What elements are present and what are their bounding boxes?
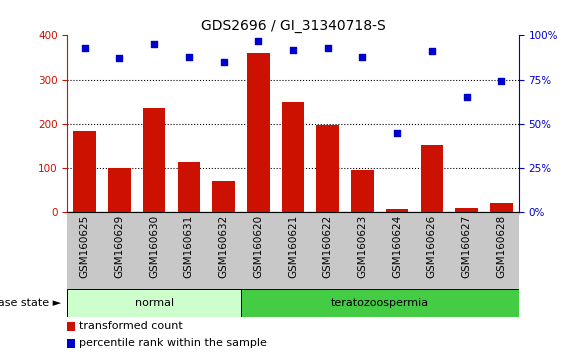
Point xyxy=(184,54,193,59)
Text: normal: normal xyxy=(135,298,173,308)
Bar xyxy=(212,181,235,212)
Point xyxy=(288,47,298,52)
Point xyxy=(80,45,90,51)
Bar xyxy=(241,212,275,214)
Bar xyxy=(282,102,304,212)
Bar xyxy=(351,170,374,212)
Text: percentile rank within the sample: percentile rank within the sample xyxy=(79,338,267,348)
Point xyxy=(462,95,471,100)
Bar xyxy=(275,212,311,214)
Bar xyxy=(414,212,449,214)
Point xyxy=(427,48,437,54)
Bar xyxy=(172,212,206,214)
Title: GDS2696 / GI_31340718-S: GDS2696 / GI_31340718-S xyxy=(200,19,386,33)
Bar xyxy=(380,212,414,214)
Point xyxy=(219,59,229,65)
Bar xyxy=(449,212,484,214)
Bar xyxy=(67,212,102,214)
Point xyxy=(393,130,402,136)
Bar xyxy=(484,212,519,214)
Point xyxy=(496,79,506,84)
Bar xyxy=(206,212,241,214)
Bar xyxy=(137,212,172,214)
Text: transformed count: transformed count xyxy=(79,321,182,331)
Bar xyxy=(67,289,241,317)
Bar xyxy=(386,209,408,212)
Point xyxy=(149,41,159,47)
Bar xyxy=(455,208,478,212)
Bar xyxy=(421,145,443,212)
Bar xyxy=(67,339,75,348)
Bar xyxy=(311,212,345,214)
Text: disease state ►: disease state ► xyxy=(0,298,62,308)
Bar xyxy=(490,202,513,212)
Point xyxy=(357,54,367,59)
Point xyxy=(323,45,332,51)
Bar xyxy=(241,289,519,317)
Bar xyxy=(316,125,339,212)
Bar xyxy=(102,212,137,214)
Bar xyxy=(143,108,165,212)
Bar xyxy=(73,131,96,212)
Point xyxy=(254,38,263,44)
Bar xyxy=(247,53,270,212)
Bar xyxy=(108,168,131,212)
Bar xyxy=(178,161,200,212)
Bar xyxy=(67,322,75,331)
Point xyxy=(115,56,124,61)
Bar xyxy=(345,212,380,214)
Text: teratozoospermia: teratozoospermia xyxy=(331,298,429,308)
